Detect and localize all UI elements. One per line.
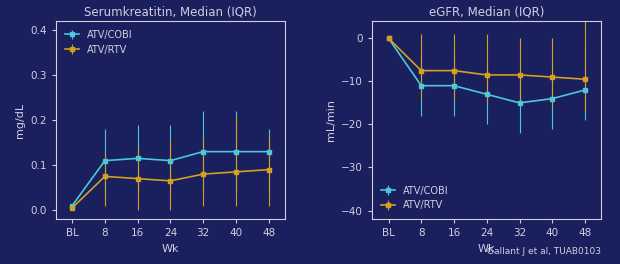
Text: Gallant J et al, TUAB0103: Gallant J et al, TUAB0103 xyxy=(487,247,601,256)
Legend: ATV/COBI, ATV/RTV: ATV/COBI, ATV/RTV xyxy=(61,26,136,59)
Y-axis label: mL/min: mL/min xyxy=(326,99,335,141)
X-axis label: Wk: Wk xyxy=(478,244,495,254)
X-axis label: Wk: Wk xyxy=(162,244,179,254)
Title: Serumkreatitin, Median (IQR): Serumkreatitin, Median (IQR) xyxy=(84,6,257,18)
Legend: ATV/COBI, ATV/RTV: ATV/COBI, ATV/RTV xyxy=(377,182,453,214)
Y-axis label: mg/dL: mg/dL xyxy=(15,102,25,138)
Title: eGFR, Median (IQR): eGFR, Median (IQR) xyxy=(429,6,544,18)
